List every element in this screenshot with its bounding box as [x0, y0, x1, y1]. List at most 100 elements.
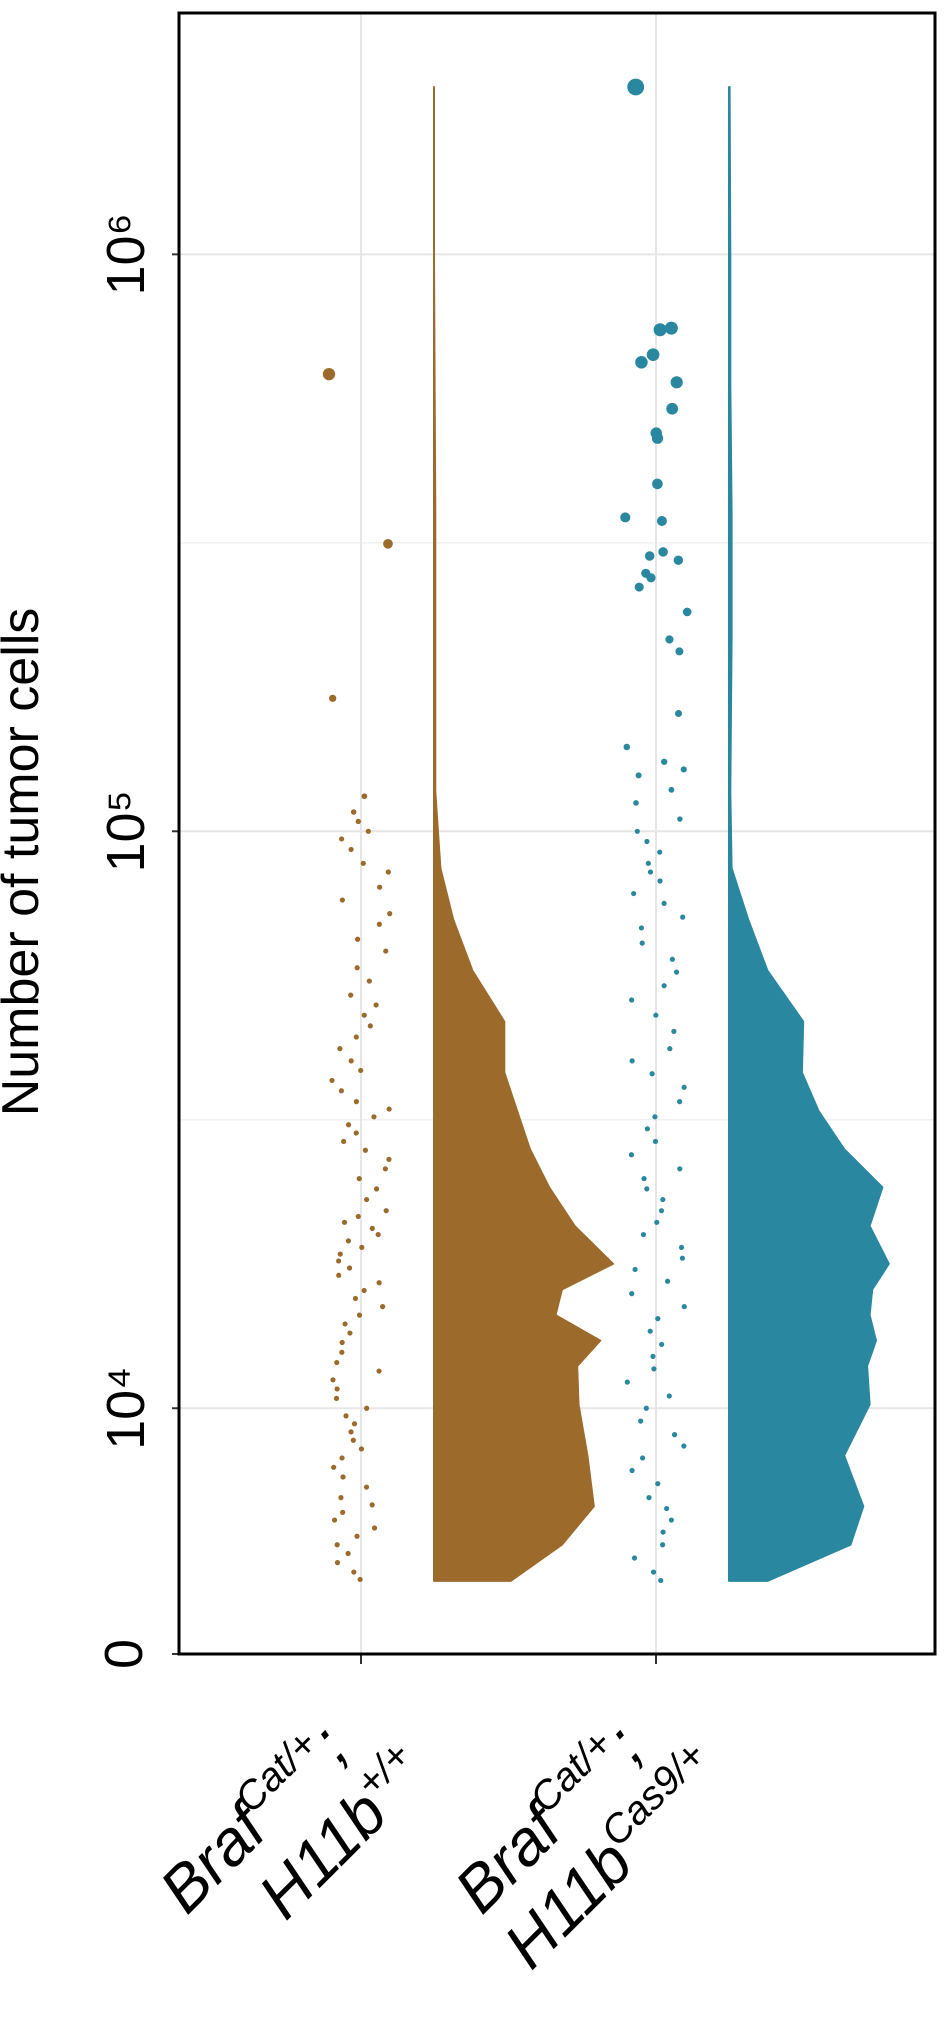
data-point — [356, 1176, 362, 1182]
data-point — [664, 1278, 671, 1284]
y-tick-label: 10⁴ — [96, 1367, 156, 1450]
data-point — [639, 1455, 646, 1461]
x-tick-label: BrafCat/+;H11bCas9/+ — [441, 1711, 715, 1981]
data-point — [333, 1395, 340, 1402]
data-point — [660, 1529, 666, 1535]
data-point — [330, 1377, 336, 1383]
data-point — [382, 1166, 388, 1172]
data-point — [681, 1084, 687, 1090]
data-point — [653, 323, 667, 337]
data-point — [661, 900, 667, 906]
data-point — [647, 869, 654, 875]
data-point — [634, 828, 640, 834]
data-point — [652, 1138, 659, 1145]
data-point — [361, 1287, 367, 1294]
y-tick-label: 10⁵ — [96, 790, 156, 872]
data-point — [645, 860, 651, 866]
data-point — [646, 1495, 652, 1501]
data-point — [653, 1012, 659, 1018]
data-point — [639, 940, 645, 946]
data-point — [665, 635, 674, 644]
data-point — [673, 969, 680, 975]
data-point — [338, 1495, 344, 1501]
data-point — [661, 758, 668, 765]
data-point — [650, 1353, 656, 1359]
data-point — [337, 1251, 343, 1257]
data-point — [627, 78, 645, 96]
data-point — [348, 1429, 354, 1435]
data-point — [340, 1509, 346, 1515]
data-point — [336, 1272, 342, 1278]
data-point — [367, 1023, 373, 1029]
data-point — [651, 432, 664, 444]
data-point — [635, 772, 642, 779]
data-point — [351, 1569, 357, 1575]
data-point — [358, 1067, 364, 1074]
data-point — [649, 1071, 655, 1077]
data-point — [644, 1126, 650, 1132]
data-point — [366, 978, 372, 984]
data-point — [658, 1577, 664, 1584]
data-point — [348, 1058, 354, 1064]
data-point — [635, 356, 648, 369]
data-point — [346, 1265, 353, 1271]
data-point — [331, 1517, 338, 1523]
data-point — [356, 1312, 363, 1318]
data-point — [373, 1186, 380, 1192]
data-point — [666, 402, 679, 415]
data-point — [644, 1186, 650, 1192]
data-point — [376, 921, 382, 927]
data-point — [351, 1421, 358, 1427]
data-point — [345, 1122, 352, 1128]
data-point — [364, 1196, 370, 1203]
data-point — [628, 1152, 635, 1158]
data-point — [638, 925, 645, 931]
data-point — [651, 1366, 657, 1372]
data-point — [385, 869, 391, 875]
data-point — [681, 1304, 687, 1310]
data-point — [682, 607, 692, 617]
data-point — [387, 911, 393, 917]
data-point — [631, 890, 637, 897]
data-point — [347, 1330, 353, 1336]
data-point — [358, 1446, 365, 1452]
data-point — [386, 1106, 392, 1112]
data-point — [677, 1166, 683, 1172]
data-point — [350, 809, 357, 815]
data-point — [353, 1034, 359, 1040]
data-point — [655, 1481, 661, 1487]
data-point — [638, 1418, 644, 1424]
data-point — [341, 1219, 348, 1225]
data-point — [656, 515, 667, 527]
data-point — [357, 1576, 363, 1583]
x-tick-label: BrafCat/+;H11b+/+ — [146, 1711, 420, 1932]
data-point — [353, 1099, 359, 1105]
data-point — [363, 1484, 370, 1490]
data-point — [337, 1046, 343, 1052]
y-axis-title: Number of tumor cells — [0, 608, 50, 1117]
data-point — [680, 914, 686, 920]
data-point — [681, 1443, 687, 1449]
data-point — [669, 956, 675, 962]
data-point — [624, 1379, 630, 1385]
data-point — [371, 1525, 378, 1531]
data-point — [652, 1114, 658, 1120]
data-point — [640, 1231, 647, 1238]
data-point — [668, 1517, 674, 1523]
data-point — [659, 1341, 665, 1348]
data-point — [383, 1208, 389, 1214]
data-point — [364, 1405, 370, 1411]
data-point — [650, 1569, 657, 1575]
data-point — [348, 846, 354, 853]
data-point — [322, 367, 336, 381]
data-point — [661, 983, 667, 989]
data-point — [623, 743, 631, 751]
data-point — [680, 766, 687, 773]
data-point — [383, 948, 389, 954]
data-point — [670, 376, 683, 389]
data-point — [647, 1328, 653, 1334]
data-point — [634, 582, 644, 592]
data-point — [660, 1542, 666, 1548]
data-point — [342, 1321, 348, 1327]
